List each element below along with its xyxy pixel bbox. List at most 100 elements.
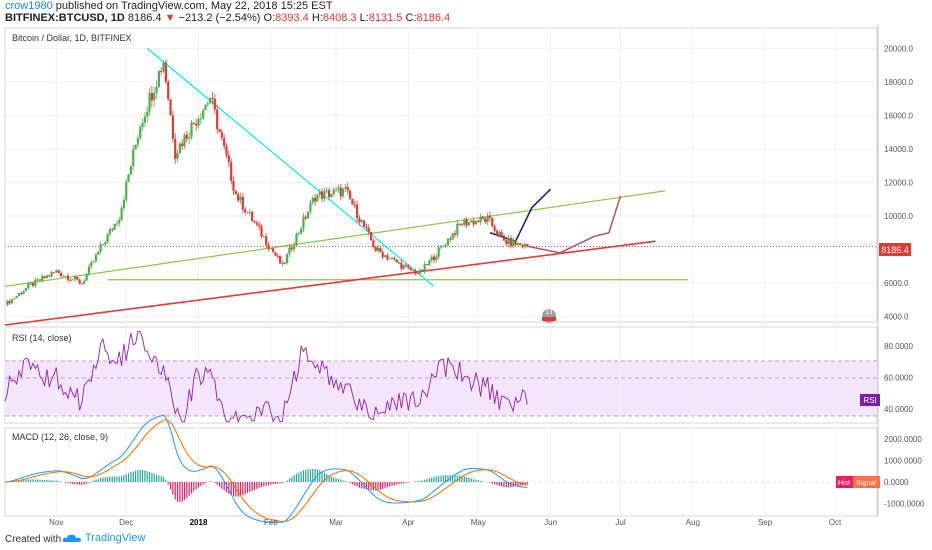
- candle-body: [477, 220, 480, 222]
- signal-badge-bg: [853, 476, 880, 488]
- candle-body: [258, 224, 261, 227]
- low-value: 8131.5: [368, 12, 403, 24]
- candle-body: [78, 279, 81, 284]
- publish-info: crow1980 published on TradingView.com, M…: [5, 0, 333, 12]
- price-tag-bg: [879, 243, 911, 256]
- candle-body: [41, 276, 44, 281]
- candle-body: [174, 138, 177, 159]
- rsi-band: [5, 361, 877, 416]
- candle-body: [488, 215, 492, 218]
- candle-body: [160, 71, 163, 73]
- candle-body: [69, 279, 72, 281]
- candle-body: [150, 93, 153, 101]
- candle-body: [73, 276, 77, 280]
- candle-body: [386, 255, 389, 260]
- candle-body: [425, 264, 429, 266]
- candle-body: [106, 234, 109, 243]
- candle-body: [216, 109, 219, 130]
- rsi-badge-bg: [860, 394, 880, 406]
- candle-body: [171, 115, 174, 139]
- candle-body: [526, 243, 529, 247]
- candle-body: [265, 236, 268, 245]
- price-tag: 8186.4: [879, 243, 911, 256]
- event-badge[interactable]: 13: [542, 309, 556, 323]
- candle-body: [323, 190, 326, 199]
- candle-body: [502, 235, 506, 241]
- time-tick-label: Feb: [264, 518, 278, 527]
- price-pane[interactable]: [4, 27, 878, 323]
- candle-body: [85, 273, 88, 281]
- candle-body: [393, 257, 396, 260]
- candle-body: [199, 118, 202, 120]
- candle-body: [304, 216, 307, 219]
- time-tick-label: Nov: [49, 518, 63, 527]
- candle-body: [188, 137, 191, 139]
- author-link[interactable]: crow1980: [5, 0, 53, 12]
- candle-body: [195, 123, 198, 126]
- candle-body: [372, 240, 375, 248]
- drawings-layer[interactable]: [4, 47, 877, 326]
- high-value: 8408.3: [322, 12, 357, 24]
- candle-body: [87, 266, 91, 274]
- candle-body: [251, 211, 254, 222]
- candle-body: [500, 232, 503, 236]
- candle-body: [269, 248, 272, 250]
- candle-body: [337, 187, 340, 190]
- candle-body: [211, 97, 214, 99]
- candle-body: [397, 262, 401, 264]
- candle-body: [376, 247, 380, 251]
- candle-body: [111, 229, 114, 231]
- candle-body: [248, 211, 251, 213]
- candle-body: [22, 291, 25, 294]
- published-text: published on TradingView.com, May 22, 20…: [55, 0, 333, 12]
- candle-body: [197, 119, 200, 126]
- close-value: 8186.4: [416, 12, 451, 24]
- candle-body: [206, 103, 209, 105]
- candle-body: [458, 223, 461, 225]
- candle-body: [491, 217, 494, 227]
- candle-body: [332, 189, 335, 194]
- macd-legend: MACD (12, 26, close, 9): [12, 432, 108, 442]
- candle-body: [286, 254, 289, 263]
- candle-body: [192, 122, 195, 124]
- candle-body: [232, 180, 235, 191]
- candle-body: [118, 219, 121, 224]
- candle-body: [456, 223, 459, 235]
- last-price: 8186.4: [127, 12, 162, 24]
- candle-body: [416, 273, 419, 275]
- candle-body: [52, 272, 56, 274]
- candle-body: [148, 93, 151, 112]
- candle-body: [442, 245, 445, 247]
- hist-badge-bg: [836, 476, 853, 488]
- candle-body: [220, 131, 223, 138]
- time-tick-label: Dec: [119, 518, 133, 527]
- tradingview-logo-link[interactable]: TradingView: [62, 532, 145, 544]
- candle-body: [486, 215, 489, 222]
- candle-body: [122, 199, 126, 208]
- candle-body: [334, 189, 338, 191]
- candle-body: [169, 99, 172, 116]
- candle-body: [262, 236, 265, 238]
- candle-body: [276, 255, 279, 257]
- candles-layer: [6, 59, 529, 307]
- candle-body: [365, 226, 368, 228]
- candle-body: [493, 226, 496, 231]
- candle-body: [300, 228, 303, 233]
- candle-body: [230, 162, 233, 181]
- price-tick-label: 18000.0: [884, 78, 913, 87]
- chart-canvas[interactable]: Nov Dec 2018 Feb Mar Apr May Jun Jul Aug Sep Oct 200…: [0, 24, 932, 528]
- candle-body: [115, 223, 119, 225]
- candle-body: [162, 62, 165, 72]
- rsi-legend: RSI (14, close): [12, 333, 72, 343]
- macd-badges: Hist Signal: [836, 476, 880, 488]
- ohlc-line: BITFINEX:BTCUSD, 1D 8186.4 ▼ −213.2 (−2.…: [5, 12, 450, 24]
- candle-body: [474, 220, 478, 225]
- footer: Created with TradingView: [0, 528, 932, 550]
- candle-body: [390, 257, 394, 259]
- macd-tick-label: 1000.0000: [884, 456, 922, 465]
- macd-pane[interactable]: [4, 427, 878, 517]
- candle-body: [470, 220, 473, 223]
- candle-body: [125, 181, 128, 200]
- chart-header: crow1980 published on TradingView.com, M…: [0, 0, 932, 24]
- candle-body: [418, 269, 422, 274]
